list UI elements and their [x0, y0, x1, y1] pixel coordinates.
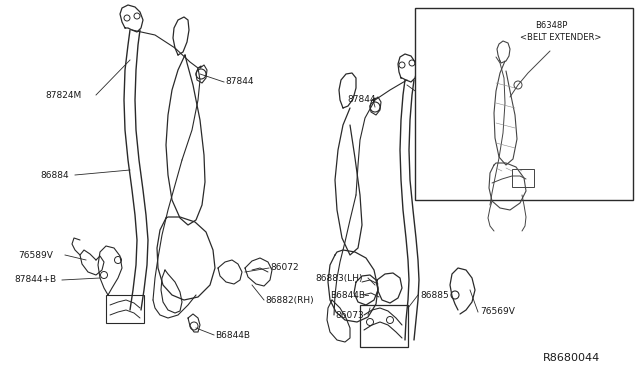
Text: 87844: 87844 [347, 96, 376, 105]
Text: 86073: 86073 [335, 311, 364, 320]
Text: B6348P: B6348P [535, 22, 568, 31]
Text: 87824M: 87824M [45, 90, 81, 99]
Text: B7824M: B7824M [420, 110, 456, 119]
Text: 87844+B: 87844+B [14, 276, 56, 285]
Text: 76589V: 76589V [18, 250, 53, 260]
Text: 76569V: 76569V [480, 308, 515, 317]
Text: 87844: 87844 [225, 77, 253, 87]
Bar [106, 295, 144, 323]
Text: 86883(LH): 86883(LH) [315, 273, 362, 282]
Bar [415, 8, 633, 200]
Bar [512, 169, 534, 187]
Text: 86885: 86885 [420, 291, 449, 299]
Text: 86884: 86884 [40, 170, 68, 180]
Text: R8680044: R8680044 [543, 353, 600, 363]
Bar [360, 305, 408, 347]
Text: <BELT EXTENDER>: <BELT EXTENDER> [520, 33, 602, 42]
Text: B6844B: B6844B [215, 330, 250, 340]
Text: 86882(RH): 86882(RH) [265, 295, 314, 305]
Text: B6844B: B6844B [330, 291, 365, 299]
Text: 86072: 86072 [270, 263, 299, 273]
